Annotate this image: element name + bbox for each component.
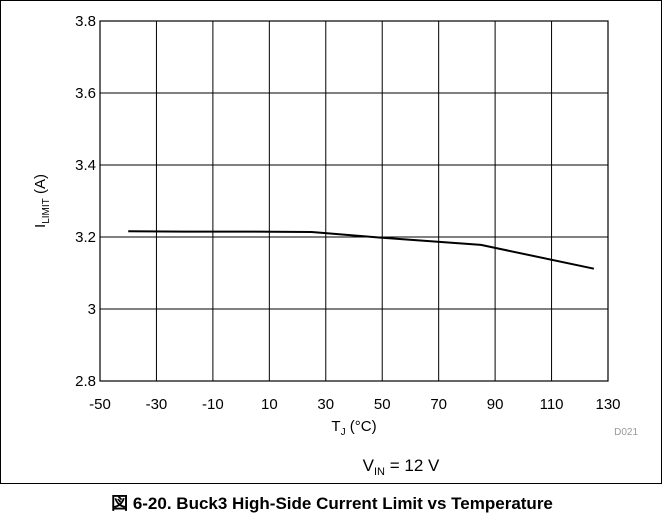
figure-caption: 図 6-20. Buck3 High-Side Current Limit vs… [111, 494, 553, 513]
y-tick-label: 3.4 [75, 157, 96, 174]
series-line-0 [128, 230, 595, 270]
x-tick-label: 70 [430, 396, 447, 413]
x-tick-label: 110 [540, 396, 564, 413]
x-axis-label: TJ (°C) [331, 418, 376, 438]
chart: -50 -30 -10 10 30 50 70 90 110 130 2.8 3 3.2 3.4 3.6 3.… [32, 13, 638, 478]
y-tick-label: 3.2 [75, 229, 96, 246]
y-tick-label: 3.8 [75, 13, 96, 30]
x-tick-label: -30 [146, 396, 168, 413]
chart-code: D021 [614, 427, 638, 438]
x-tick-label: 130 [595, 396, 620, 413]
chart-frame: -50 -30 -10 10 30 50 70 90 110 130 2.8 3 3.2 3.4 3.6 3.… [0, 0, 662, 484]
x-tick-label: 10 [261, 396, 278, 413]
grid [99, 20, 609, 382]
x-tick-label: 90 [487, 396, 504, 413]
y-tick-label: 2.8 [75, 373, 96, 390]
series [128, 230, 595, 270]
x-tick-label: -50 [89, 396, 111, 413]
x-tick-label: -10 [202, 396, 224, 413]
tick-labels: -50 -30 -10 10 30 50 70 90 110 130 2.8 3 3.2 3.4 3.6 3.… [75, 13, 620, 413]
plot-area-border [99, 20, 609, 382]
y-axis-label: ILIMIT (A) [32, 174, 52, 228]
y-tick-label: 3.6 [75, 85, 96, 102]
x-tick-label: 50 [374, 396, 391, 413]
y-tick-label: 3 [88, 301, 96, 318]
x-tick-label: 30 [317, 396, 334, 413]
condition-annotation: VIN = 12 V [363, 456, 440, 478]
